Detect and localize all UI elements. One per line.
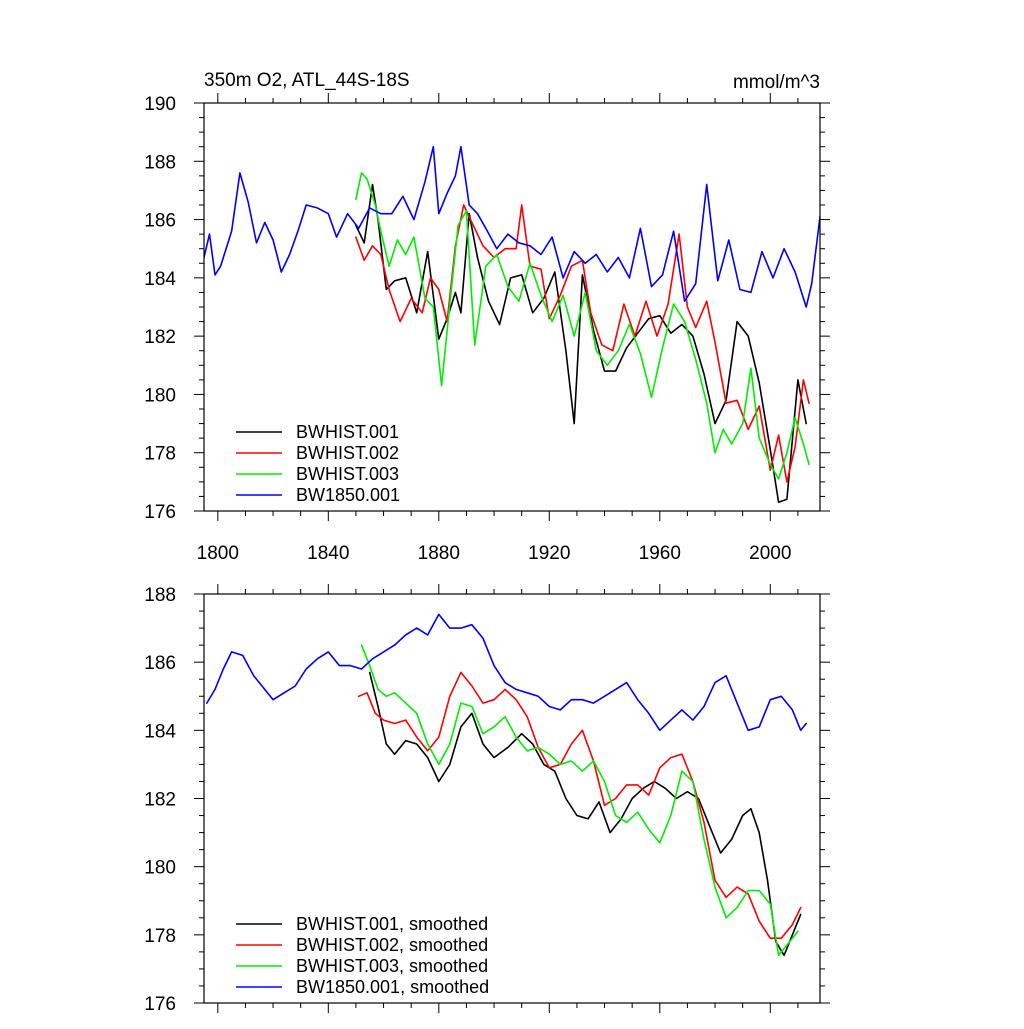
x-tick-label: 1880 bbox=[418, 543, 460, 564]
legend-label: BWHIST.001, smoothed bbox=[296, 914, 488, 934]
series-line-3 bbox=[360, 644, 799, 957]
legend-label: BWHIST.001 bbox=[296, 422, 399, 442]
series-line-1 bbox=[355, 183, 808, 504]
x-tick-label: 1960 bbox=[639, 543, 681, 564]
legend-label: BWHIST.002, smoothed bbox=[296, 935, 488, 955]
x-tick-label: 1800 bbox=[197, 543, 239, 564]
y-tick-label: 190 bbox=[144, 94, 176, 115]
y-tick-label: 180 bbox=[144, 858, 176, 879]
x-tick-label: 1920 bbox=[528, 543, 570, 564]
chart-panel-2: 176 178 180 182 184 186 188 BWHIST.001, smoothe… bbox=[144, 584, 830, 1015]
legend-label: BW1850.001, smoothed bbox=[296, 977, 489, 997]
y-tick-label: 176 bbox=[144, 502, 176, 523]
y-tick-label: 182 bbox=[144, 790, 176, 811]
y-tick-label: 176 bbox=[144, 994, 176, 1015]
series-line-4 bbox=[206, 613, 808, 732]
y-tick-label: 184 bbox=[144, 721, 176, 742]
legend-label: BWHIST.003 bbox=[296, 464, 399, 484]
series-line-2 bbox=[355, 204, 810, 483]
series-line-3 bbox=[355, 172, 810, 480]
chart-title: 350m O2, ATL_44S-18S bbox=[204, 70, 410, 91]
y-tick-label: 178 bbox=[144, 444, 176, 465]
units-label: mmol/m^3 bbox=[733, 72, 820, 93]
y-tick-label: 186 bbox=[144, 211, 176, 232]
x-tick-label: 2000 bbox=[749, 543, 791, 564]
y-tick-label: 184 bbox=[144, 269, 176, 290]
legend-label: BW1850.001 bbox=[296, 485, 400, 505]
series-line-4 bbox=[204, 145, 820, 308]
legend-label: BWHIST.003, smoothed bbox=[296, 956, 488, 976]
chart-panel-1: 1800 1840 1880 1920 1960 2000 176 178 180 182 184 1… bbox=[144, 70, 830, 564]
y-tick-label: 188 bbox=[144, 585, 176, 606]
series-line-2 bbox=[357, 671, 802, 940]
y-tick-label: 182 bbox=[144, 327, 176, 348]
y-tick-label: 180 bbox=[144, 385, 176, 406]
series-lines bbox=[204, 145, 820, 504]
series-lines bbox=[206, 613, 808, 957]
y-tick-label: 188 bbox=[144, 152, 176, 173]
y-tick-label: 186 bbox=[144, 653, 176, 674]
y-tick-label: 178 bbox=[144, 926, 176, 947]
legend-label: BWHIST.002 bbox=[296, 443, 399, 463]
x-tick-label: 1840 bbox=[307, 543, 349, 564]
series-line-1 bbox=[368, 671, 802, 957]
